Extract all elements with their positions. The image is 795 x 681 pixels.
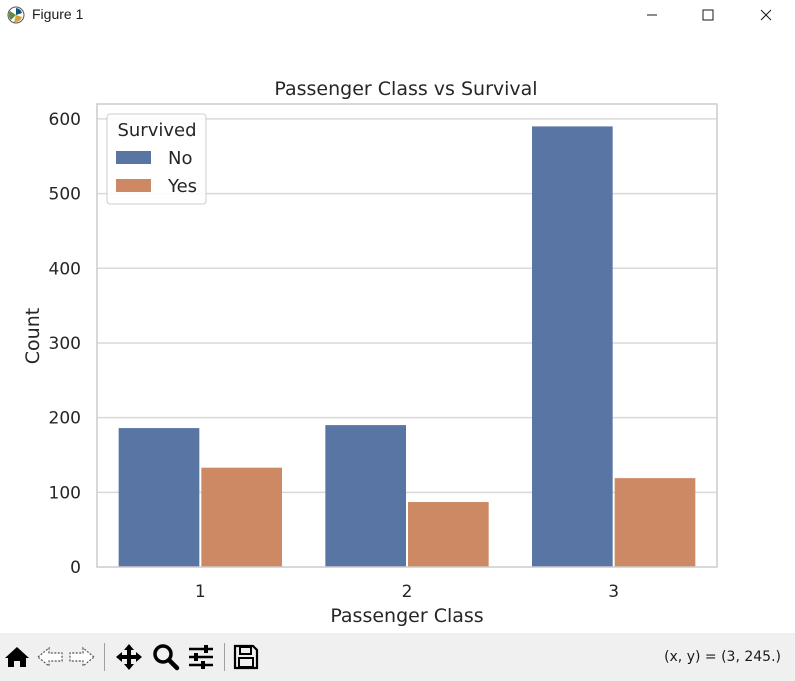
forward-button[interactable] — [67, 643, 97, 671]
title-bar: Figure 1 — [0, 0, 795, 30]
save-button[interactable] — [231, 643, 261, 671]
legend-swatch-yes — [116, 179, 151, 192]
x-axis-label: Passenger Class — [330, 605, 483, 627]
y-tick-label: 0 — [70, 558, 81, 578]
pan-icon — [116, 644, 142, 670]
window-title: Figure 1 — [32, 6, 84, 22]
back-button[interactable] — [35, 643, 65, 671]
maximize-icon — [702, 9, 714, 21]
forward-icon — [69, 646, 95, 668]
y-tick-label: 200 — [49, 409, 81, 429]
y-tick-label: 500 — [49, 185, 81, 205]
legend-swatch-no — [116, 151, 151, 164]
legend-title: Survived — [117, 120, 196, 141]
maximize-button[interactable] — [685, 0, 731, 30]
zoom-button[interactable] — [151, 643, 181, 671]
configure-subplots-button[interactable] — [186, 643, 216, 671]
bar-chart: Passenger Class vs Survival 0 100 200 300 40… — [22, 78, 718, 627]
y-tick-label: 300 — [49, 334, 81, 354]
navigation-toolbar: (x, y) = (3, 245.) — [0, 633, 795, 681]
minimize-button[interactable] — [629, 0, 675, 30]
figure-canvas[interactable]: Passenger Class vs Survival 0 100 200 300 40… — [0, 30, 795, 633]
y-tick-label: 600 — [49, 110, 81, 130]
configure-icon — [189, 645, 213, 669]
toolbar-separator — [104, 643, 105, 671]
close-button[interactable] — [743, 0, 789, 30]
pan-button[interactable] — [114, 643, 144, 671]
home-button[interactable] — [2, 643, 32, 671]
minimize-icon — [647, 14, 657, 16]
bar-yes-class-3 — [614, 478, 696, 567]
x-tick-label: 2 — [402, 582, 413, 602]
plot-frame — [96, 103, 718, 568]
x-tick-label: 3 — [608, 582, 619, 602]
zoom-icon — [153, 644, 180, 671]
legend-label-no: No — [168, 148, 192, 169]
legend-label-yes: Yes — [167, 176, 197, 197]
save-icon — [233, 644, 259, 670]
legend: Survived No Yes — [106, 113, 207, 205]
bar-no-class-2 — [325, 425, 406, 567]
cursor-coordinates: (x, y) = (3, 245.) — [664, 649, 781, 665]
bar-no-class-3 — [532, 126, 613, 567]
y-tick-label: 400 — [49, 259, 81, 279]
toolbar-separator — [224, 643, 225, 671]
app-icon — [7, 6, 25, 24]
y-tick-label: 100 — [49, 483, 81, 503]
chart-title: Passenger Class vs Survival — [274, 78, 537, 100]
back-icon — [37, 646, 63, 668]
x-tick-label: 1 — [195, 582, 206, 602]
close-icon — [760, 9, 772, 21]
y-axis-label: Count — [22, 308, 44, 364]
bar-no-class-1 — [118, 428, 200, 567]
bar-yes-class-1 — [201, 467, 282, 567]
bar-yes-class-2 — [408, 502, 489, 567]
home-icon — [5, 647, 29, 667]
